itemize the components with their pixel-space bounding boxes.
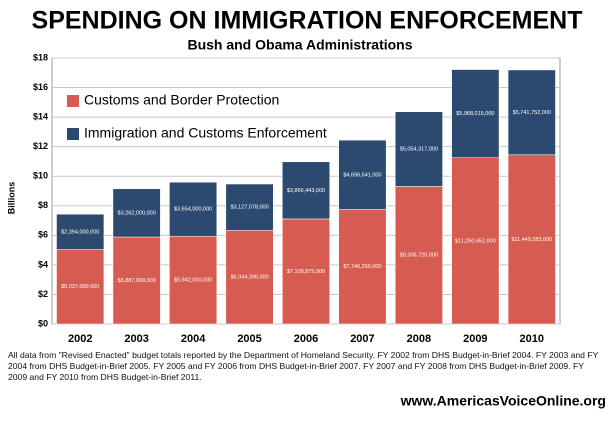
y-axis-label: Billions — [6, 182, 16, 215]
data-label: $7,109,875,000 — [287, 269, 325, 275]
bar-segment — [225, 183, 274, 231]
data-label: $3,127,078,000 — [230, 205, 268, 211]
chart-subtitle: Bush and Obama Administrations — [187, 37, 412, 53]
y-tick-label: $4 — [38, 259, 48, 269]
x-tick-label: 2009 — [463, 333, 487, 345]
data-label: $6,344,398,000 — [230, 275, 268, 281]
data-label: $11,250,652,000 — [455, 238, 496, 244]
bar-segment — [169, 235, 218, 325]
bar-segment — [394, 111, 443, 187]
bar-segment — [451, 69, 500, 158]
data-label: $5,054,317,000 — [400, 147, 438, 153]
data-label: $3,654,000,000 — [174, 207, 212, 213]
bar-segment — [225, 229, 274, 325]
bar-segment — [56, 213, 105, 250]
data-label: $5,887,000,000 — [118, 278, 156, 284]
data-label: $2,394,000,000 — [61, 229, 99, 235]
data-label: $11,449,283,000 — [511, 237, 552, 243]
x-tick-label: 2003 — [124, 333, 148, 345]
data-label: $7,746,259,000 — [343, 264, 381, 270]
bar-segment — [507, 69, 556, 156]
data-label: $5,968,015,000 — [456, 111, 494, 117]
bar-segment — [338, 209, 387, 325]
bar-segment — [507, 154, 556, 325]
chart-title: SPENDING ON IMMIGRATION ENFORCEMENT — [32, 7, 583, 35]
legend-label: Immigration and Customs Enforcement — [84, 125, 327, 141]
source: www.AmericasVoiceOnline.org — [400, 393, 606, 409]
data-label: $4,696,641,000 — [343, 172, 381, 178]
y-tick-label: $10 — [33, 171, 48, 181]
bar-segment — [56, 249, 105, 325]
data-label: $3,866,443,000 — [287, 188, 325, 194]
y-tick-label: $12 — [33, 141, 48, 151]
x-tick-label: 2010 — [520, 333, 544, 345]
data-label: $9,306,725,000 — [400, 253, 438, 259]
data-label: $5,942,000,000 — [174, 278, 212, 284]
bar-segment — [112, 188, 161, 238]
data-label: $5,037,000,000 — [61, 284, 99, 290]
bar-segment — [282, 218, 330, 325]
bar-segment — [338, 139, 387, 210]
data-label: $5,741,752,000 — [513, 110, 551, 116]
y-tick-label: $8 — [38, 200, 48, 210]
legend-swatch — [67, 95, 79, 107]
y-tick-label: $2 — [38, 289, 48, 299]
y-tick-label: $16 — [33, 82, 48, 92]
bar-segment — [451, 157, 500, 325]
x-tick-label: 2005 — [237, 333, 261, 345]
y-tick-label: $0 — [38, 318, 48, 328]
y-tick-label: $6 — [38, 230, 48, 240]
bar-segment — [112, 236, 161, 325]
y-tick-label: $18 — [33, 52, 48, 62]
data-label: $3,262,000,000 — [118, 210, 156, 216]
footnote: All data from "Revised Enacted" budget t… — [8, 350, 599, 382]
x-tick-label: 2007 — [350, 333, 374, 345]
x-tick-label: 2002 — [68, 333, 92, 345]
legend-label: Customs and Border Protection — [84, 92, 279, 108]
x-tick-label: 2004 — [181, 333, 206, 345]
bar-segment — [282, 161, 330, 220]
x-tick-label: 2006 — [294, 333, 318, 345]
x-tick-label: 2008 — [407, 333, 431, 345]
legend-swatch — [67, 128, 79, 140]
bar-segment — [169, 181, 218, 237]
y-tick-label: $14 — [33, 111, 48, 121]
bar-segment — [394, 186, 443, 325]
